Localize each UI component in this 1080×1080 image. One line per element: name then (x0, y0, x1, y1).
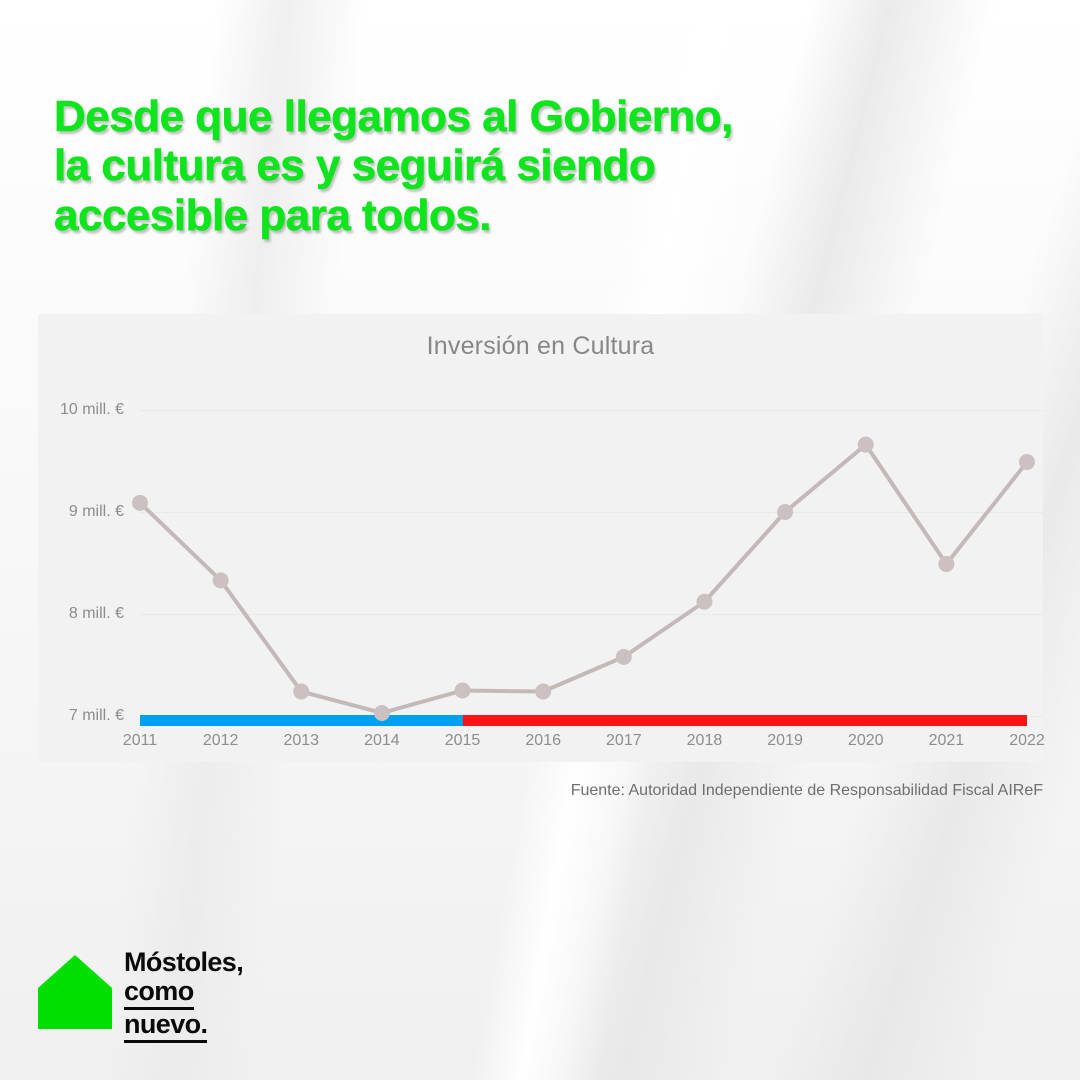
house-icon (38, 955, 112, 1029)
data-point-2018 (696, 593, 713, 610)
x-tick-label: 2022 (1009, 732, 1045, 749)
x-tick-label: 2019 (767, 732, 803, 749)
x-tick-label: 2011 (122, 732, 158, 749)
data-point-2020 (857, 436, 874, 453)
period-band-2011-2015 (140, 715, 463, 726)
x-tick-label: 2020 (847, 732, 884, 749)
logo: Móstoles, como nuevo. (38, 947, 368, 1044)
gridline-10 (140, 410, 1043, 411)
chart-panel: Inversión en Cultura 7 mill. € 8 mill. € 9… (38, 314, 1045, 762)
data-point-2022 (1019, 454, 1035, 471)
chart-period-bands (38, 314, 1043, 762)
data-point-2013 (293, 683, 310, 700)
data-point-2021 (938, 556, 955, 573)
source-note: Fuente: Autoridad Independiente de Respo… (570, 782, 1043, 799)
y-tick-label: 7 mill. € (68, 707, 124, 724)
data-point-2019 (777, 504, 794, 520)
headline-line-3: accesible para todos. (54, 190, 492, 240)
logo-text: Móstoles, como nuevo. (124, 947, 244, 1044)
gridline-9 (140, 512, 1043, 513)
logo-line-3: nuevo. (124, 1010, 208, 1044)
headline-line-1: Desde que llegamos al Gobierno, (54, 92, 734, 142)
gridline-8 (140, 614, 1043, 615)
data-point-2014 (373, 704, 390, 721)
series-line (138, 442, 1029, 715)
period-band-2015-2022 (462, 715, 1027, 726)
x-tick-label: 2014 (364, 732, 400, 749)
y-tick-label: 9 mill. € (68, 503, 124, 520)
x-tick-label: 2015 (444, 732, 481, 749)
x-tick-label: 2012 (202, 732, 239, 749)
chart-line-series (132, 436, 1035, 721)
data-point-2011 (132, 494, 148, 511)
y-tick-label: 8 mill. € (68, 605, 124, 622)
x-tick-label: 2013 (283, 732, 320, 749)
logo-line-2: como (124, 977, 194, 1011)
data-point-2016 (535, 683, 552, 700)
logo-line-1: Móstoles, (124, 947, 244, 977)
x-tick-label: 2016 (525, 732, 561, 749)
headline-line-2: la cultura es y seguirá siendo (54, 141, 656, 191)
data-point-2017 (615, 648, 632, 665)
data-point-2012 (212, 572, 229, 589)
page-headline: Desde que llegamos al Gobierno, la cultu… (54, 92, 954, 240)
chart-title: Inversión en Cultura (426, 332, 655, 360)
x-tick-label: 2017 (606, 732, 642, 749)
data-point-2015 (454, 682, 471, 699)
x-tick-label: 2018 (686, 732, 723, 749)
y-tick-label: 10 mill. € (59, 401, 124, 418)
x-tick-label: 2021 (928, 732, 965, 749)
